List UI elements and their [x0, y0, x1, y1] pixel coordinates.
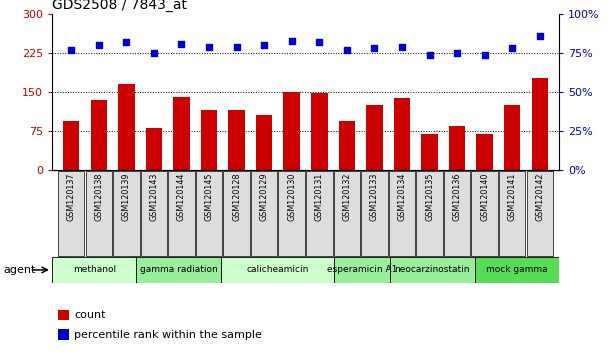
Point	[315, 39, 324, 45]
Bar	[421, 133, 438, 170]
Point	[232, 44, 241, 50]
Text: GSM120138: GSM120138	[94, 172, 103, 221]
FancyBboxPatch shape	[279, 171, 305, 256]
FancyBboxPatch shape	[472, 171, 498, 256]
Point	[425, 52, 434, 57]
Point	[94, 42, 104, 48]
Bar	[366, 105, 382, 170]
FancyBboxPatch shape	[141, 171, 167, 256]
Text: count: count	[74, 310, 106, 320]
Text: GSM120137: GSM120137	[67, 172, 76, 221]
FancyBboxPatch shape	[136, 257, 221, 282]
FancyBboxPatch shape	[168, 171, 195, 256]
Point	[122, 39, 131, 45]
Text: GSM120142: GSM120142	[535, 172, 544, 221]
Text: mock gamma: mock gamma	[486, 266, 547, 274]
Point	[342, 47, 352, 53]
FancyBboxPatch shape	[251, 171, 277, 256]
FancyBboxPatch shape	[527, 171, 553, 256]
Bar	[449, 126, 466, 170]
Bar	[532, 78, 548, 170]
Text: esperamicin A1: esperamicin A1	[327, 266, 397, 274]
Bar	[63, 121, 79, 170]
Point	[204, 44, 214, 50]
Bar	[145, 129, 162, 170]
Text: percentile rank within the sample: percentile rank within the sample	[74, 330, 262, 339]
FancyBboxPatch shape	[52, 257, 136, 282]
Text: calicheamicin: calicheamicin	[246, 266, 309, 274]
Bar	[90, 100, 107, 170]
Point	[370, 46, 379, 51]
FancyBboxPatch shape	[499, 171, 525, 256]
Text: agent: agent	[3, 265, 35, 275]
Bar	[338, 121, 355, 170]
Text: GSM120130: GSM120130	[287, 172, 296, 221]
Bar	[118, 84, 134, 170]
Bar	[173, 97, 190, 170]
Point	[67, 47, 76, 53]
FancyBboxPatch shape	[361, 171, 387, 256]
Bar	[311, 93, 327, 170]
FancyBboxPatch shape	[389, 171, 415, 256]
FancyBboxPatch shape	[58, 171, 84, 256]
FancyBboxPatch shape	[221, 257, 334, 282]
FancyBboxPatch shape	[334, 171, 360, 256]
Text: GSM120133: GSM120133	[370, 172, 379, 221]
Point	[177, 41, 186, 47]
Text: GSM120145: GSM120145	[205, 172, 213, 221]
Text: GSM120131: GSM120131	[315, 172, 324, 221]
FancyBboxPatch shape	[444, 171, 470, 256]
Text: GSM120144: GSM120144	[177, 172, 186, 221]
Text: GSM120132: GSM120132	[342, 172, 351, 221]
FancyBboxPatch shape	[334, 257, 390, 282]
Text: GSM120140: GSM120140	[480, 172, 489, 221]
Point	[287, 38, 296, 44]
Point	[149, 50, 159, 56]
Text: GSM120134: GSM120134	[398, 172, 406, 221]
FancyBboxPatch shape	[475, 257, 559, 282]
Bar	[477, 133, 493, 170]
Bar	[256, 115, 273, 170]
Point	[397, 44, 407, 50]
FancyBboxPatch shape	[196, 171, 222, 256]
Text: GSM120129: GSM120129	[260, 172, 269, 221]
Text: GSM120128: GSM120128	[232, 172, 241, 221]
Bar	[284, 92, 300, 170]
Text: neocarzinostatin: neocarzinostatin	[395, 266, 470, 274]
Text: gamma radiation: gamma radiation	[140, 266, 218, 274]
Point	[535, 33, 544, 39]
Point	[452, 50, 462, 56]
FancyBboxPatch shape	[306, 171, 332, 256]
FancyBboxPatch shape	[224, 171, 250, 256]
Bar	[229, 110, 245, 170]
Point	[259, 42, 269, 48]
FancyBboxPatch shape	[86, 171, 112, 256]
FancyBboxPatch shape	[416, 171, 443, 256]
Point	[480, 52, 489, 57]
Text: GSM120136: GSM120136	[453, 172, 461, 221]
Bar	[393, 98, 410, 170]
Text: GSM120135: GSM120135	[425, 172, 434, 221]
Bar	[201, 110, 218, 170]
Text: GSM120141: GSM120141	[508, 172, 517, 221]
Text: GDS2508 / 7843_at: GDS2508 / 7843_at	[52, 0, 187, 12]
Bar	[504, 105, 521, 170]
FancyBboxPatch shape	[113, 171, 139, 256]
Text: GSM120139: GSM120139	[122, 172, 131, 221]
FancyBboxPatch shape	[390, 257, 475, 282]
Text: methanol: methanol	[73, 266, 115, 274]
Point	[507, 46, 517, 51]
Text: GSM120143: GSM120143	[150, 172, 158, 221]
